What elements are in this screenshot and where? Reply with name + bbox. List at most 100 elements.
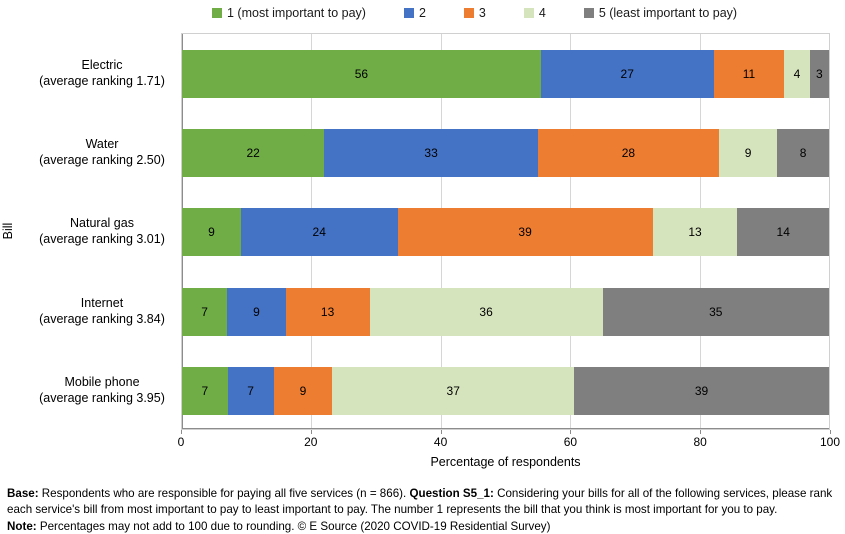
bar-value-label: 7: [201, 384, 209, 399]
bar-segment-rank-5: 8: [777, 129, 830, 178]
category-label-water: Water (average ranking 2.50): [26, 112, 178, 191]
legend-label: 4: [538, 6, 546, 20]
bar-value-label: 27: [620, 66, 634, 81]
bar-value-label: 13: [320, 304, 335, 319]
stacked-bar: 7 7 9 37 39: [182, 367, 829, 416]
category-average-ranking: (average ranking 3.84): [39, 311, 165, 326]
bar-value-label: 39: [694, 384, 709, 399]
bar-value-label: 13: [688, 225, 702, 240]
footnote-question-text: Considering your bills for all of the fo…: [7, 487, 833, 517]
stacked-bar: 22 33 28 9 8: [182, 129, 830, 178]
bar-row-electric: 56 27 11 4 3: [182, 34, 829, 113]
bar-segment-rank-4: 9: [719, 129, 778, 178]
bar-value-label: 9: [208, 225, 215, 240]
bar-segment-rank-4: 13: [652, 208, 738, 257]
bar-value-label: 7: [247, 384, 254, 399]
footnote-note-label: Note:: [7, 519, 37, 533]
bar-value-label: 9: [253, 304, 260, 319]
category-average-ranking: (average ranking 2.50): [39, 153, 165, 168]
category-name: Internet: [80, 295, 124, 310]
bar-value-label: 14: [776, 225, 790, 240]
x-tick-label-60: 60: [563, 435, 578, 449]
legend-item-3: 3: [463, 6, 486, 20]
bar-value-label: 39: [518, 225, 532, 240]
bar-row-mobile-phone: 7 7 9 37 39: [182, 352, 829, 431]
legend-label: 1 (most important to pay): [227, 6, 366, 20]
bar-segment-rank-1: 7: [182, 287, 228, 336]
bar-value-label: 9: [299, 384, 307, 399]
bar-value-label: 35: [709, 304, 723, 319]
legend-swatch-icon: [523, 8, 534, 18]
category-label-electric: Electric (average ranking 1.71): [26, 33, 178, 112]
legend-item-1: 1 (most important to pay): [212, 6, 366, 20]
bar-value-label: 24: [312, 225, 326, 240]
bar-segment-rank-2: 33: [324, 129, 538, 178]
footnote-note-text: Percentages may not add to 100 due to ro…: [36, 519, 551, 533]
stacked-bar: 7 9 13 36 35: [182, 287, 830, 336]
x-tick-label-100: 100: [819, 435, 841, 449]
stacked-bar: 56 27 11 4 3: [182, 49, 829, 98]
bar-segment-rank-5: 35: [602, 287, 830, 336]
bar-value-label: 56: [354, 66, 369, 81]
footnote-question-label: Question S5_1:: [409, 487, 494, 500]
category-name: Mobile phone: [64, 375, 140, 390]
x-axis-ticks: 0 20 40 60 80 100: [177, 435, 840, 449]
x-tick-mark: [830, 430, 831, 434]
category-average-ranking: (average ranking 3.01): [39, 232, 165, 247]
bar-value-label: 11: [742, 66, 756, 81]
bar-value-label: 4: [793, 66, 801, 81]
bar-segment-rank-1: 56: [182, 49, 541, 98]
x-tick-label-20: 20: [304, 435, 318, 449]
bar-segment-rank-3: 9: [273, 367, 333, 416]
legend-item-4: 4: [523, 6, 546, 20]
bar-segment-rank-3: 11: [713, 49, 785, 98]
bar-value-label: 36: [479, 304, 493, 319]
legend: 1 (most important to pay) 2 3 4 5 (least imp…: [212, 6, 737, 20]
category-average-ranking: (average ranking 3.95): [39, 391, 165, 406]
bar-value-label: 8: [799, 146, 807, 161]
legend-label: 5 (least important to pay): [598, 6, 738, 20]
x-tick-label-0: 0: [177, 435, 185, 449]
bar-segment-rank-4: 36: [369, 287, 603, 336]
bar-value-label: 9: [744, 146, 752, 161]
bar-value-label: 7: [201, 304, 208, 319]
bar-row-water: 22 33 28 9 8: [182, 113, 830, 192]
y-axis-title: Bill: [1, 222, 15, 240]
category-labels: Electric (average ranking 1.71) Water (aver…: [26, 33, 178, 430]
bar-value-label: 37: [446, 384, 460, 399]
bar-segment-rank-2: 9: [227, 287, 286, 336]
legend-item-5: 5 (least important to pay): [583, 6, 738, 20]
x-tick-mark: [440, 430, 442, 434]
legend-item-2: 2: [403, 6, 426, 20]
bar-segment-rank-4: 4: [784, 49, 810, 98]
bar-segment-rank-3: 39: [397, 208, 653, 257]
bar-value-label: 28: [621, 146, 636, 161]
footnote-base-text: Respondents who are responsible for payi…: [38, 487, 410, 500]
bar-segment-rank-2: 7: [227, 367, 274, 416]
bar-segment-rank-5: 3: [809, 49, 829, 98]
x-tick-label-80: 80: [693, 435, 707, 449]
bar-segment-rank-1: 9: [182, 208, 241, 257]
footnote: Base: Respondents who are responsible fo…: [7, 486, 839, 534]
bar-segment-rank-4: 37: [332, 367, 575, 416]
bar-segment-rank-2: 27: [540, 49, 714, 98]
bar-value-label: 33: [424, 146, 438, 161]
x-tick-mark: [700, 430, 702, 434]
x-tick-label-40: 40: [433, 435, 448, 449]
legend-swatch-icon: [403, 8, 414, 18]
bar-value-label: 3: [816, 66, 823, 81]
footnote-base-question: Base: Respondents who are responsible fo…: [7, 486, 839, 519]
bar-segment-rank-5: 14: [737, 208, 829, 257]
bar-segment-rank-1: 7: [182, 367, 228, 416]
category-label-internet: Internet (average ranking 3.84): [26, 271, 178, 350]
category-label-natural-gas: Natural gas (average ranking 3.01): [26, 192, 178, 271]
bar-segment-rank-1: 22: [182, 129, 325, 178]
stacked-bar: 9 24 39 13 14: [182, 208, 829, 257]
x-tick-mark: [570, 430, 572, 434]
bar-segment-rank-3: 28: [537, 129, 720, 178]
category-name: Natural gas: [70, 216, 134, 231]
bar-segment-rank-5: 39: [574, 367, 829, 416]
category-label-mobile-phone: Mobile phone (average ranking 3.95): [26, 351, 178, 430]
category-name: Water: [85, 137, 119, 152]
x-axis-title: Percentage of respondents: [430, 455, 581, 469]
